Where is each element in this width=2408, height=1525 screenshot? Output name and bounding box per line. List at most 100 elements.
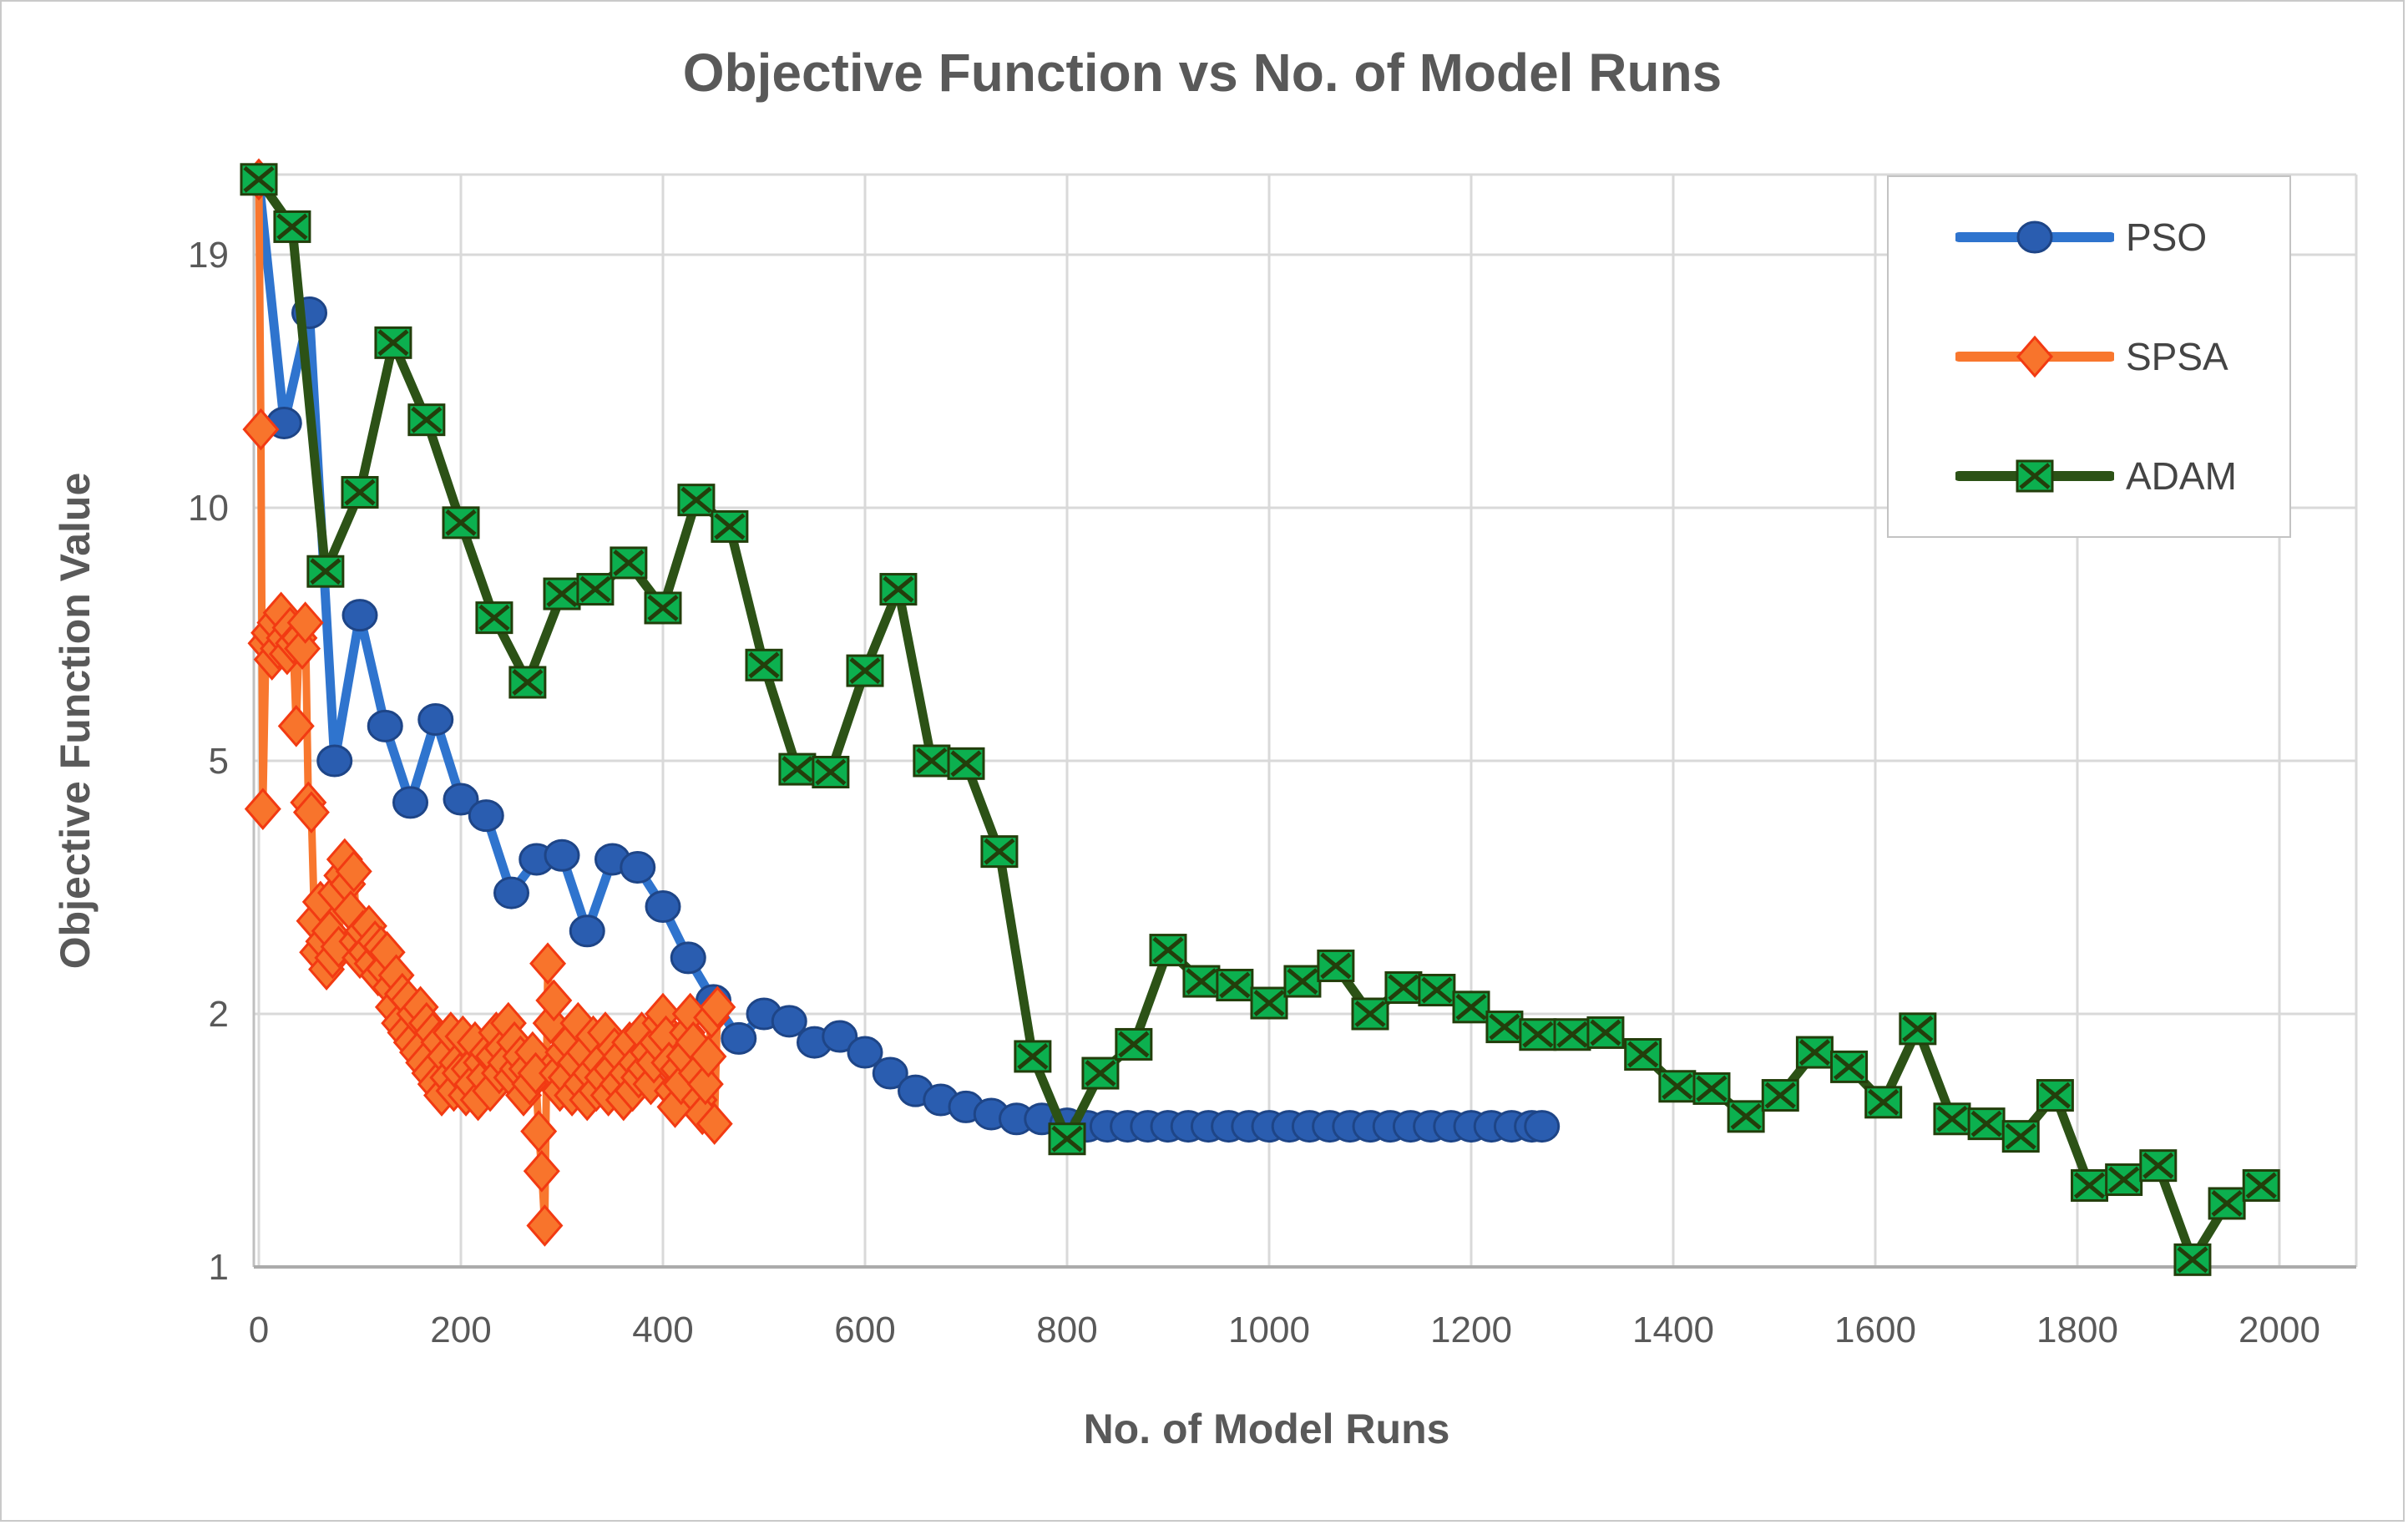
- spsa-marker: [696, 1102, 733, 1145]
- adam-marker-x-glyph: [2245, 1172, 2277, 1199]
- pso-marker: [721, 1021, 757, 1055]
- adam-marker-x-glyph: [1522, 1021, 1554, 1048]
- adam-marker-x-glyph: [546, 580, 578, 607]
- y-tick-label: 19: [188, 235, 229, 276]
- pso-marker: [670, 941, 706, 975]
- adam-marker-x-glyph: [1730, 1102, 1762, 1130]
- x-tick-label: 1000: [1228, 1310, 1310, 1350]
- x-tick-label: 2000: [2239, 1310, 2320, 1350]
- pso-marker: [367, 709, 403, 742]
- adam-marker-x-glyph: [1489, 1013, 1520, 1041]
- adam-marker-x-glyph: [1764, 1082, 1796, 1109]
- spsa-marker: [277, 705, 315, 747]
- adam-legend-sample: [1955, 459, 2114, 493]
- adam-marker-x-glyph: [815, 758, 847, 786]
- spsa-marker: [335, 850, 372, 893]
- pso-marker: [443, 783, 479, 816]
- spsa-marker: [686, 1062, 724, 1106]
- x-tick-label: 400: [632, 1310, 693, 1350]
- adam-marker-x-glyph: [1936, 1105, 1968, 1132]
- adam-marker-x-glyph: [2211, 1190, 2243, 1217]
- adam-marker-x-glyph: [276, 213, 308, 241]
- adam-marker-x-glyph: [1219, 971, 1251, 999]
- adam-marker-x-glyph: [2177, 1246, 2208, 1274]
- adam-marker-x-glyph: [647, 595, 679, 621]
- adam-marker-x-glyph: [243, 165, 275, 193]
- adam-marker-x-glyph: [1152, 936, 1184, 964]
- adam-marker-x-glyph: [1388, 974, 1419, 1001]
- x-tick-label: 1600: [1834, 1310, 1916, 1350]
- adam-marker-x-glyph: [2005, 1122, 2036, 1150]
- pso-marker: [1524, 1110, 1561, 1143]
- spsa-marker: [284, 627, 321, 670]
- adam-legend-label: ADAM: [2126, 454, 2237, 499]
- pso-marker: [417, 702, 454, 736]
- x-tick-label: 800: [1036, 1310, 1097, 1350]
- adam-marker-x-glyph: [1970, 1110, 2002, 1137]
- x-tick-label: 0: [249, 1310, 269, 1350]
- pso-marker: [872, 1056, 908, 1090]
- adam-marker-x-glyph: [478, 604, 510, 631]
- adam-marker-x-glyph: [1085, 1060, 1116, 1087]
- adam-marker-x-glyph: [1590, 1019, 1621, 1046]
- adam-marker-x-glyph: [1421, 976, 1453, 1004]
- adam-marker-x-glyph: [512, 669, 544, 696]
- adam-marker-x-glyph: [1455, 993, 1487, 1021]
- x-axis-title: No. of Model Runs: [1083, 1406, 1450, 1452]
- spsa-marker: [529, 942, 567, 985]
- adam-marker-x-glyph: [950, 750, 982, 778]
- adam-marker-x-glyph: [883, 575, 914, 603]
- adam-marker-x-glyph: [984, 838, 1015, 865]
- adam-marker-x-glyph: [1798, 1039, 1830, 1066]
- spsa-marker: [286, 601, 324, 644]
- adam-marker-x-glyph: [1320, 952, 1352, 980]
- adam-marker-x-glyph: [2142, 1152, 2174, 1179]
- x-tick-label: 600: [834, 1310, 895, 1350]
- pso-marker: [341, 599, 378, 632]
- x-tick-label: 200: [430, 1310, 491, 1350]
- adam-marker-x-glyph: [377, 329, 409, 357]
- adam-marker-x-glyph: [782, 756, 813, 783]
- y-tick-label: 5: [209, 741, 229, 782]
- adam-marker-x-glyph: [748, 651, 780, 679]
- pso-marker: [771, 1005, 807, 1038]
- pso-marker: [620, 851, 656, 884]
- adam-marker-x-glyph: [1051, 1125, 1083, 1153]
- legend-item-adam: ADAM: [1955, 453, 2289, 499]
- spsa-marker: [244, 788, 281, 830]
- y-tick-label: 10: [188, 488, 229, 529]
- spsa-marker: [690, 1035, 727, 1078]
- adam-marker-x-glyph: [849, 657, 881, 685]
- spsa-legend-sample: [1955, 335, 2114, 378]
- y-tick-label: 1: [209, 1247, 229, 1288]
- adam-marker-x-glyph: [1354, 1001, 1386, 1027]
- spsa-marker: [292, 791, 330, 833]
- adam-marker-x-glyph: [613, 550, 645, 576]
- adam-marker-x-glyph: [1902, 1015, 1934, 1042]
- pso-marker: [645, 889, 681, 923]
- adam-marker-x-glyph: [1627, 1041, 1659, 1068]
- adam-marker-x-glyph: [445, 509, 477, 536]
- adam-marker-x-glyph: [1662, 1072, 1693, 1100]
- adam-marker-x-glyph: [1186, 968, 1217, 995]
- adam-marker-x-glyph: [1118, 1031, 1150, 1058]
- adam-marker-x-glyph: [1556, 1021, 1588, 1048]
- pso-marker: [468, 799, 504, 833]
- pso-marker: [847, 1036, 883, 1069]
- adam-marker-x-glyph: [579, 575, 611, 603]
- pso-marker: [822, 1020, 858, 1053]
- pso-legend-label: PSO: [2126, 215, 2208, 259]
- spsa-marker: [523, 1150, 560, 1193]
- adam-marker-x-glyph: [1833, 1053, 1865, 1081]
- y-tick-label: 2: [209, 994, 229, 1035]
- pso-marker: [316, 744, 353, 778]
- adam-marker-x-glyph: [1253, 990, 1285, 1016]
- adam-marker-x-glyph: [344, 479, 376, 506]
- spsa-marker: [520, 1110, 558, 1153]
- pso-legend-sample: [1955, 220, 2114, 254]
- spsa-marker: [699, 985, 736, 1029]
- x-tick-label: 1200: [1430, 1310, 1512, 1350]
- adam-marker-x-glyph: [2108, 1166, 2140, 1193]
